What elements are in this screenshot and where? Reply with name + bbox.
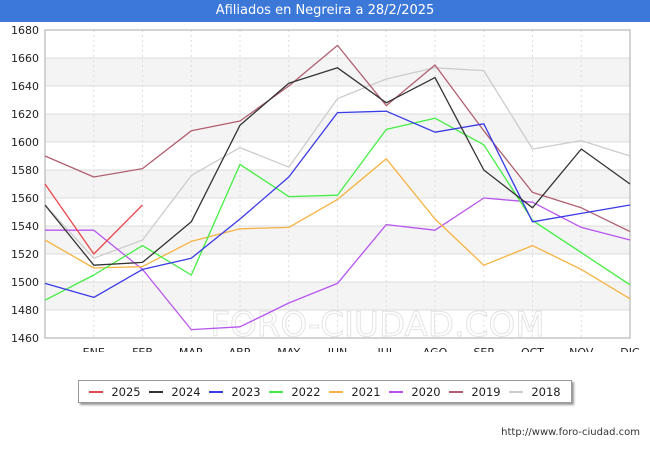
legend-item-2020: 2020 <box>389 384 441 399</box>
series-line-2025 <box>44 183 143 255</box>
x-tick-label: DIC <box>620 346 640 352</box>
y-tick-label: 1660 <box>11 52 39 65</box>
grid-band <box>45 114 630 142</box>
legend-label: 2021 <box>351 384 381 399</box>
legend-item-2019: 2019 <box>449 384 501 399</box>
x-tick-label: NOV <box>569 346 594 352</box>
x-tick-label: AGO <box>423 346 448 352</box>
x-tick-label: OCT <box>521 346 544 352</box>
grid-band <box>45 170 630 198</box>
legend-swatch <box>149 390 164 393</box>
series-line-2018 <box>44 67 631 259</box>
y-tick-label: 1460 <box>11 332 39 345</box>
legend-swatch <box>209 390 224 393</box>
legend-swatch <box>329 390 344 393</box>
x-tick-label: JUN <box>327 346 348 352</box>
x-tick-label: JUL <box>377 346 396 352</box>
legend-label: 2023 <box>231 384 261 399</box>
x-tick-label: ABR <box>229 346 252 352</box>
legend-item-2025: 2025 <box>89 384 141 399</box>
legend-swatch <box>509 390 524 393</box>
legend-swatch <box>389 390 404 393</box>
chart-legend: 2025 2024 2023 2022 2021 2020 2019 2018 <box>78 380 572 403</box>
chart-title: Afiliados en Negreira a 28/2/2025 <box>0 0 650 22</box>
series-line-2021 <box>44 158 631 300</box>
x-tick-label: MAR <box>179 346 204 352</box>
x-tick-label: SEP <box>473 346 494 352</box>
legend-label: 2020 <box>411 384 441 399</box>
legend-item-2021: 2021 <box>329 384 381 399</box>
y-tick-label: 1540 <box>11 220 39 233</box>
legend-swatch <box>269 390 284 393</box>
legend-label: 2019 <box>471 384 501 399</box>
series-line-2024 <box>44 67 631 266</box>
y-tick-label: 1620 <box>11 108 39 121</box>
legend-item-2024: 2024 <box>149 384 201 399</box>
legend-swatch <box>449 390 464 393</box>
legend-label: 2025 <box>111 384 141 399</box>
legend-item-2022: 2022 <box>269 384 321 399</box>
series-line-2019 <box>44 44 631 233</box>
y-tick-label: 1500 <box>11 276 39 289</box>
watermark-text: FORO-CIUDAD.COM <box>210 305 544 345</box>
x-tick-label: MAY <box>277 346 300 352</box>
legend-swatch <box>89 390 104 393</box>
y-tick-label: 1600 <box>11 136 39 149</box>
legend-label: 2018 <box>531 384 561 399</box>
x-tick-label: ENE <box>83 346 105 352</box>
legend-label: 2024 <box>171 384 201 399</box>
y-tick-label: 1640 <box>11 80 39 93</box>
y-tick-label: 1480 <box>11 304 39 317</box>
x-tick-label: FEB <box>132 346 153 352</box>
series-line-2023 <box>44 110 631 299</box>
y-tick-label: 1580 <box>11 164 39 177</box>
legend-item-2023: 2023 <box>209 384 261 399</box>
source-url: http://www.foro-ciudad.com <box>501 427 640 438</box>
legend-item-2018: 2018 <box>509 384 561 399</box>
y-tick-label: 1520 <box>11 248 39 261</box>
legend-label: 2022 <box>291 384 321 399</box>
line-chart: FORO-CIUDAD.COM 1460 1480 1500 1520 1540 1560 1… <box>11 24 640 352</box>
y-tick-label: 1560 <box>11 192 39 205</box>
y-tick-label: 1680 <box>11 24 39 37</box>
